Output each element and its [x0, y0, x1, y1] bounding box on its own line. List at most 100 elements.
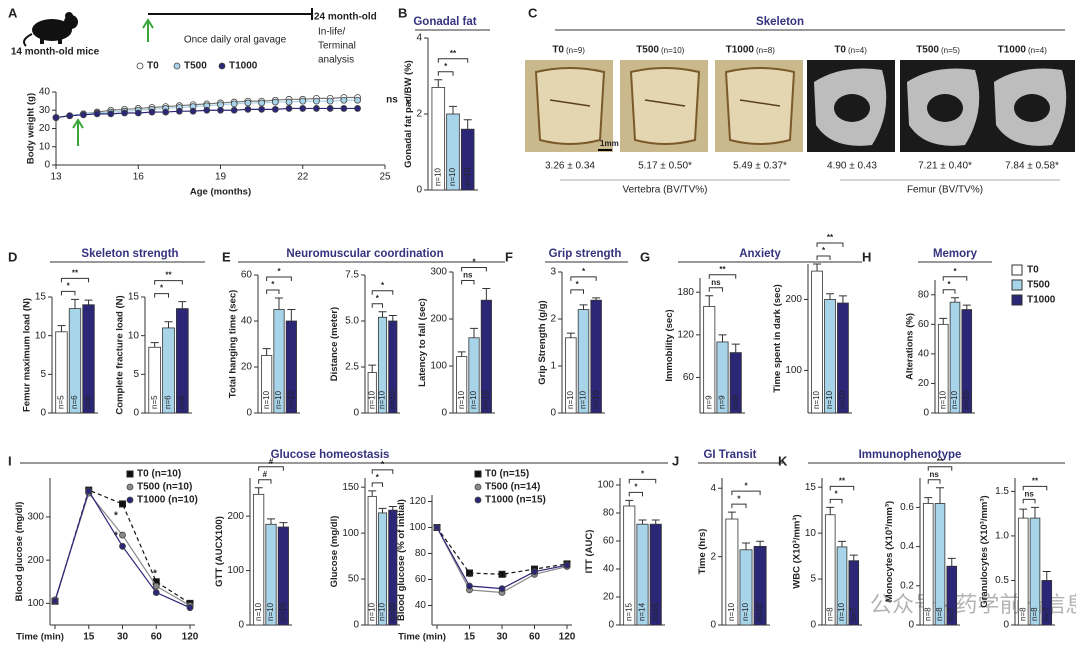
endpoint-label: analysis — [318, 55, 354, 66]
sig-bracket — [154, 280, 183, 285]
x-tick-label: 15 — [464, 632, 476, 643]
y-tick-label: 300 — [430, 267, 447, 278]
error-bar — [262, 348, 271, 356]
y-tick-label: 200 — [785, 294, 802, 305]
sig-bracket — [927, 479, 941, 484]
y-tick-label: 40 — [603, 564, 615, 575]
data-point — [244, 99, 252, 107]
sig-bracket — [60, 290, 76, 296]
data-point — [230, 106, 238, 114]
y-tick-label: 0 — [44, 160, 50, 171]
y-tick-label: 15 — [805, 482, 817, 493]
x-tick-label: 120 — [182, 632, 199, 643]
legend-marker — [218, 62, 226, 70]
data-point — [107, 110, 115, 118]
data-point — [531, 568, 538, 576]
y-tick-label: 0 — [416, 185, 422, 196]
column-n: (n=4) — [1028, 46, 1047, 55]
sig-bracket — [708, 274, 737, 279]
error-bar — [826, 506, 835, 515]
legend-label: T1000 — [229, 61, 258, 72]
y-tick-label: 10 — [35, 330, 47, 341]
x-axis-label: Time (min) — [398, 632, 446, 643]
n-label: n=8 — [935, 607, 944, 621]
sig-label: * — [381, 460, 385, 469]
legend-swatch — [1011, 264, 1023, 276]
panel-title: Neuromuscular coordination — [286, 248, 443, 260]
n-label: n=9 — [704, 395, 713, 409]
vertebra-shape — [534, 67, 606, 145]
legend-swatch — [1011, 294, 1023, 306]
y-tick-label: 0.6 — [900, 502, 914, 513]
data-point — [93, 110, 101, 118]
y-axis-label: Grip Strength (g/g) — [537, 300, 548, 384]
sig-bracket — [461, 266, 487, 272]
data-point — [80, 111, 87, 119]
y-tick-label: 2 — [550, 314, 556, 325]
bvtv-value: 4.90 ± 0.43 — [827, 161, 877, 172]
y-axis-label: Latency to fall (sec) — [417, 298, 428, 387]
error-bar — [838, 540, 846, 547]
y-tick-label: 100 — [227, 565, 244, 576]
y-tick-label: 60 — [918, 319, 930, 330]
sig-label: ** — [827, 233, 834, 242]
femur-label: Femur (BV/TV%) — [907, 185, 983, 196]
y-tick-label: 30 — [39, 105, 51, 116]
sig-label: ** — [165, 271, 172, 280]
data-point — [258, 105, 266, 113]
y-tick-label: 200 — [227, 511, 244, 522]
panel-letter: B — [398, 5, 407, 20]
column-n: (n=10) — [661, 46, 685, 55]
y-axis-label: GTT (AUCX100) — [214, 516, 225, 587]
n-label: n=10 — [274, 390, 283, 409]
n-label: n=10 — [266, 602, 275, 621]
y-axis-label: WBC (X10³/mm³) — [792, 514, 803, 588]
panel-title: GI Transit — [703, 449, 756, 461]
data-point — [354, 96, 361, 104]
data-point — [433, 524, 441, 531]
y-tick-label: 40 — [415, 600, 427, 611]
n-label: n=6 — [84, 395, 93, 409]
n-label: n=8 — [1018, 607, 1027, 621]
sig-bracket — [816, 242, 844, 247]
n-label: n=14 — [638, 602, 647, 621]
sig-bracket — [258, 466, 284, 471]
sig-bracket — [731, 503, 747, 509]
n-label: n=5 — [150, 395, 159, 409]
sig-label: ns — [711, 278, 721, 287]
error-bar — [178, 301, 187, 309]
annotation: * — [114, 511, 118, 522]
n-label: n=10 — [378, 602, 387, 621]
x-tick-label: 60 — [529, 632, 541, 643]
sig-bracket — [371, 303, 383, 308]
y-tick-label: 10 — [39, 141, 51, 152]
x-tick-label: 19 — [215, 172, 227, 183]
error-bar — [651, 519, 660, 525]
error-bar — [84, 299, 93, 305]
n-label: n=10 — [591, 390, 600, 409]
sig-label: * — [472, 258, 476, 267]
error-bar — [388, 505, 397, 511]
error-bar — [849, 554, 858, 561]
y-tick-label: 0 — [353, 408, 359, 419]
error-bar — [625, 499, 634, 506]
x-tick-label: 120 — [559, 632, 576, 643]
sig-bracket — [942, 289, 956, 294]
y-tick-label: 2 — [416, 109, 422, 120]
n-label: n=7 — [849, 607, 858, 621]
error-bar — [592, 297, 601, 301]
data-point — [51, 597, 59, 605]
y-axis-label: Granulocytes (X10³/mm³) — [979, 495, 990, 607]
sig-label: * — [381, 281, 385, 290]
n-label: n=6 — [177, 395, 186, 409]
error-bar — [388, 314, 397, 321]
n-label: n=10 — [463, 167, 472, 186]
y-tick-label: 0.2 — [900, 580, 914, 591]
n-label: n=10 — [481, 390, 490, 409]
data-point — [119, 500, 126, 508]
sig-label: * — [576, 280, 580, 289]
sig-bracket — [731, 490, 761, 496]
error-bar — [962, 304, 971, 310]
y-axis-label: Immobility (sec) — [664, 309, 675, 381]
gavage-label: Once daily oral gavage — [184, 35, 287, 46]
